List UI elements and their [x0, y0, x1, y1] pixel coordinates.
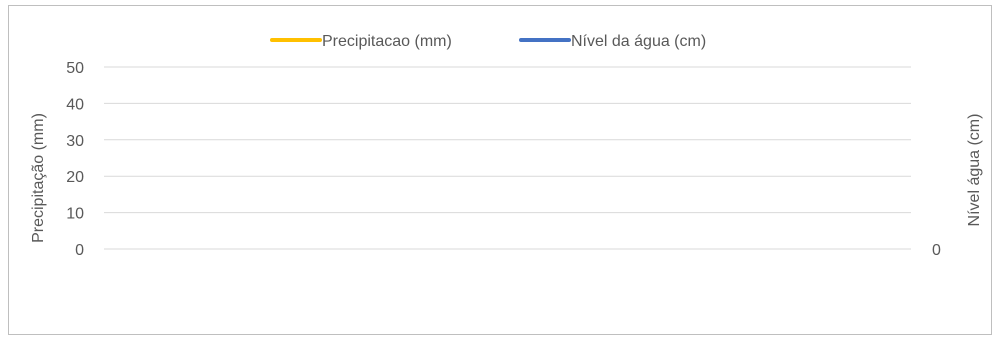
left-axis-title: Precipitação (mm) — [30, 113, 47, 243]
left-axis-ticks: 0 10 20 30 40 50 — [66, 60, 84, 259]
right-axis-ticks: 0 — [932, 242, 941, 259]
right-axis-title: Nível água (cm) — [966, 114, 983, 227]
left-tick-label: 0 — [75, 242, 84, 259]
left-tick-label: 50 — [66, 60, 84, 77]
left-tick-label: 30 — [66, 133, 84, 150]
chart-area — [8, 5, 992, 335]
left-tick-label: 10 — [66, 206, 84, 223]
left-tick-label: 20 — [66, 169, 84, 186]
gridlines — [104, 66, 911, 250]
left-tick-label: 40 — [66, 96, 84, 113]
right-tick-label: 0 — [932, 242, 941, 259]
legend-label-nivel-agua: Nível da água (cm) — [571, 33, 706, 50]
legend: Precipitacao (mm) Nível da água (cm) — [270, 33, 706, 50]
legend-label-precipitacao: Precipitacao (mm) — [322, 33, 452, 50]
